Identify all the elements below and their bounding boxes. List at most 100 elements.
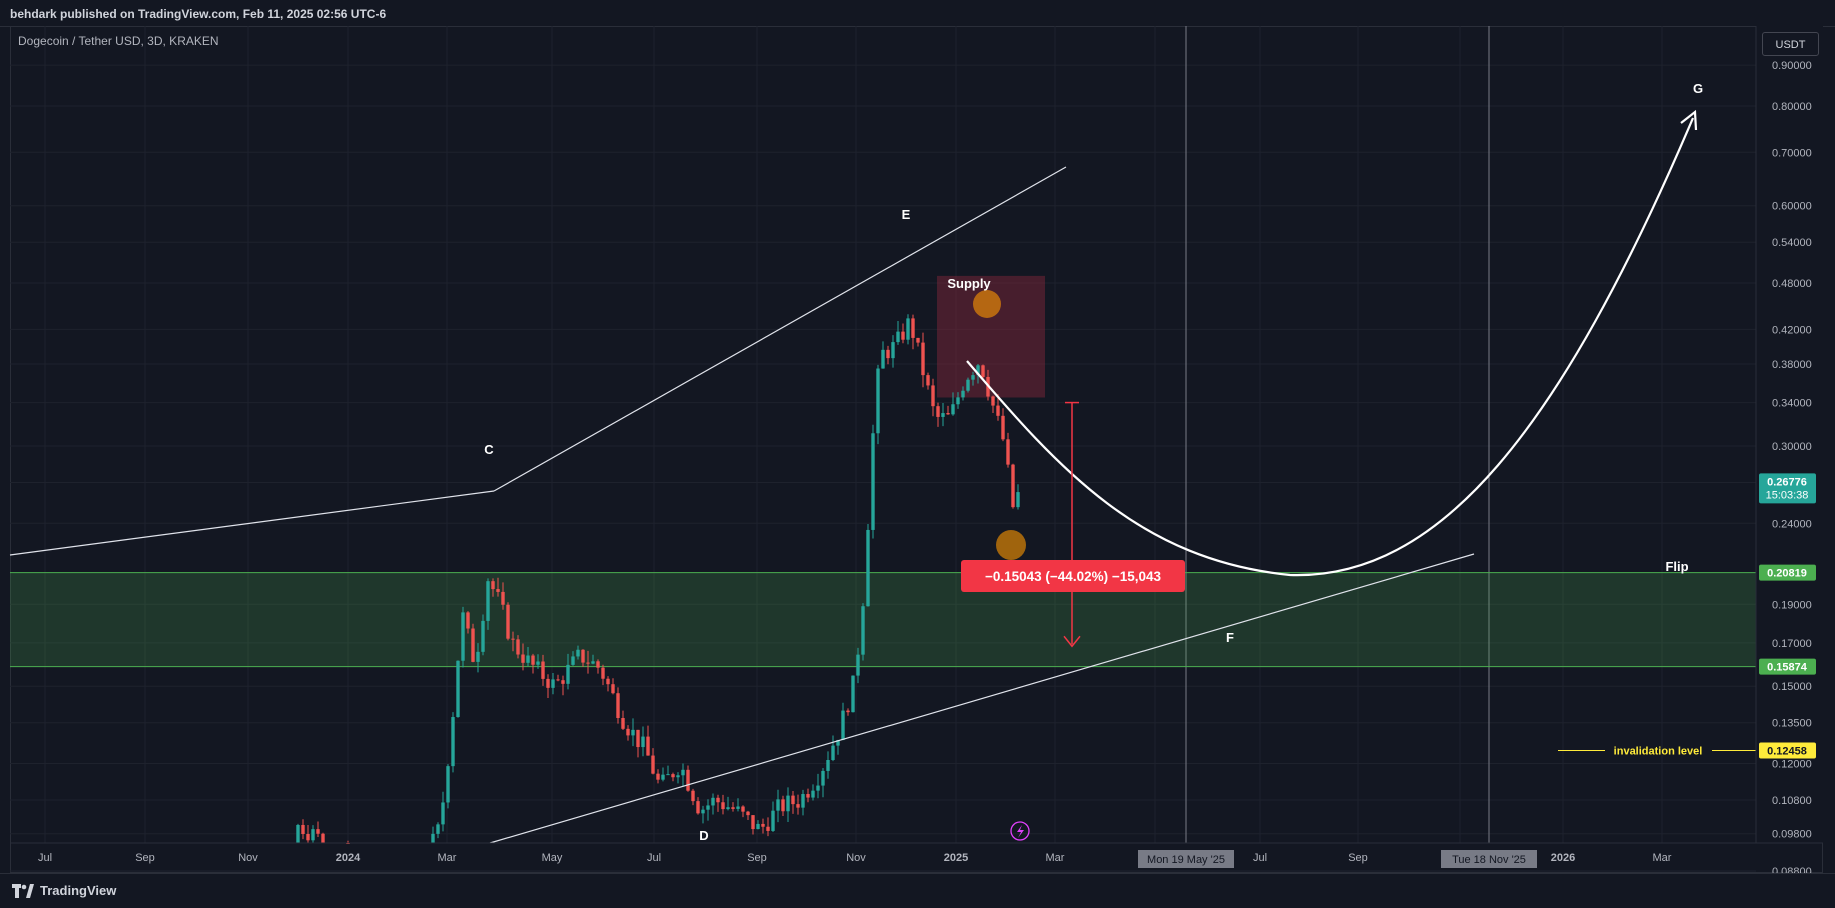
time-tick-label: 2026 <box>1551 852 1575 864</box>
candle-body <box>886 349 890 359</box>
chart-pane[interactable] <box>10 26 1823 873</box>
supply-label: Supply <box>947 276 991 291</box>
time-tick-label: Jul <box>647 852 661 864</box>
candle-body <box>691 790 695 802</box>
candle-body <box>681 769 685 776</box>
candle-body <box>871 433 875 530</box>
price-tick-label: 0.70000 <box>1772 147 1812 159</box>
candle-body <box>816 785 820 791</box>
time-axis: JulSepNov2024MarMayJulSepNov2025MarMayJu… <box>10 842 1823 868</box>
candle-body <box>631 729 635 736</box>
candle-body <box>641 736 645 748</box>
candle-body <box>931 385 935 407</box>
candle-body <box>906 318 910 340</box>
candle-body <box>561 680 565 684</box>
candle-body <box>531 655 535 665</box>
zones <box>10 275 1756 668</box>
candle-body <box>981 365 985 377</box>
price-tick-label: 0.10800 <box>1772 795 1812 807</box>
point-label-f: F <box>1226 630 1234 645</box>
date-axis-label <box>1138 850 1234 868</box>
footer: TradingView <box>0 873 1835 908</box>
candle-body <box>526 655 530 663</box>
currency-button[interactable]: USDT <box>1762 32 1819 56</box>
candle-body <box>596 661 600 668</box>
candle-body <box>296 824 300 843</box>
candle-body <box>726 807 730 810</box>
candle-body <box>751 815 755 830</box>
candle-body <box>571 656 575 665</box>
candle-body <box>756 823 760 830</box>
time-tick-label: Jul <box>1253 852 1267 864</box>
candle-body <box>746 811 750 816</box>
candle-body <box>991 396 995 406</box>
candle-body <box>766 826 770 831</box>
candle-body <box>686 769 690 791</box>
point-label-g: G <box>1693 81 1703 96</box>
candle-body <box>826 759 830 771</box>
candle-body <box>481 620 485 652</box>
chart-labels: C D E F G Supply Flip invalidation level −0.1504… <box>484 81 1703 843</box>
symbol-title: Dogecoin / Tether USD, 3D, KRAKEN <box>18 34 219 48</box>
candle-body <box>811 790 815 798</box>
time-tick-label: Sep <box>135 852 155 864</box>
candle-body <box>806 794 810 798</box>
candle-body <box>466 612 470 629</box>
trendline-upper <box>493 166 1067 492</box>
candle-body <box>741 806 745 812</box>
measure-badge-text: −0.15043 (−44.02%) −15,043 <box>985 569 1162 584</box>
candle-body <box>611 684 615 694</box>
candle-body <box>836 740 840 746</box>
projection-arrowhead <box>1680 109 1698 131</box>
candle-body <box>846 710 850 713</box>
price-axis-bg <box>1756 26 1823 843</box>
candle-body <box>496 589 500 592</box>
candle-body <box>736 806 740 809</box>
candle-body <box>536 661 540 665</box>
price-axis: 0.90000 0.80000 0.70000 0.60000 0.54000 0.480… <box>1755 26 1823 907</box>
candle-body <box>301 824 305 835</box>
tradingview-logo[interactable]: TradingView <box>12 883 116 898</box>
candle-body <box>671 774 675 778</box>
candle-body <box>876 368 880 434</box>
price-tick-label: 0.90000 <box>1772 60 1812 72</box>
candle-body <box>851 675 855 713</box>
candle-body <box>961 390 965 398</box>
candle-body <box>661 774 665 780</box>
date-axis-label <box>1441 850 1537 868</box>
candle-body <box>601 667 605 679</box>
point-label-d: D <box>699 828 708 843</box>
price-tick-label: 0.09800 <box>1772 829 1812 841</box>
price-axis-label <box>1759 658 1816 675</box>
candle-body <box>901 331 905 340</box>
candle-body <box>936 406 940 417</box>
candle-body <box>856 654 860 676</box>
date-axis-label-text: Mon 19 May '25 <box>1147 854 1225 866</box>
candle-body <box>676 775 680 778</box>
measure-badge <box>961 560 1185 592</box>
time-tick-label: Mar <box>1046 852 1065 864</box>
price-tick-label: 0.60000 <box>1772 201 1812 213</box>
candle-body <box>551 679 555 688</box>
price-tick-label: 0.42000 <box>1772 324 1812 336</box>
candle-body <box>541 661 545 679</box>
candle-body <box>441 802 445 825</box>
candle-body <box>621 718 625 729</box>
time-tick-label: Mar <box>438 852 457 864</box>
candle-body <box>861 606 865 655</box>
price-axis-label-text: 0.15874 <box>1767 662 1808 674</box>
measure-arrowhead <box>1063 635 1081 648</box>
candle-body <box>516 639 520 655</box>
candle-body <box>976 365 980 376</box>
flip-label: Flip <box>1665 559 1688 574</box>
candle-body <box>891 342 895 359</box>
candle-body <box>656 773 660 780</box>
candle-body <box>606 678 610 685</box>
price-tick-label: 0.24000 <box>1772 518 1812 530</box>
candle-body <box>306 834 310 841</box>
candle-body <box>801 794 805 808</box>
candle-body <box>781 799 785 812</box>
candle-body <box>546 678 550 688</box>
price-axis-label-text: 0.20819 <box>1767 568 1807 580</box>
